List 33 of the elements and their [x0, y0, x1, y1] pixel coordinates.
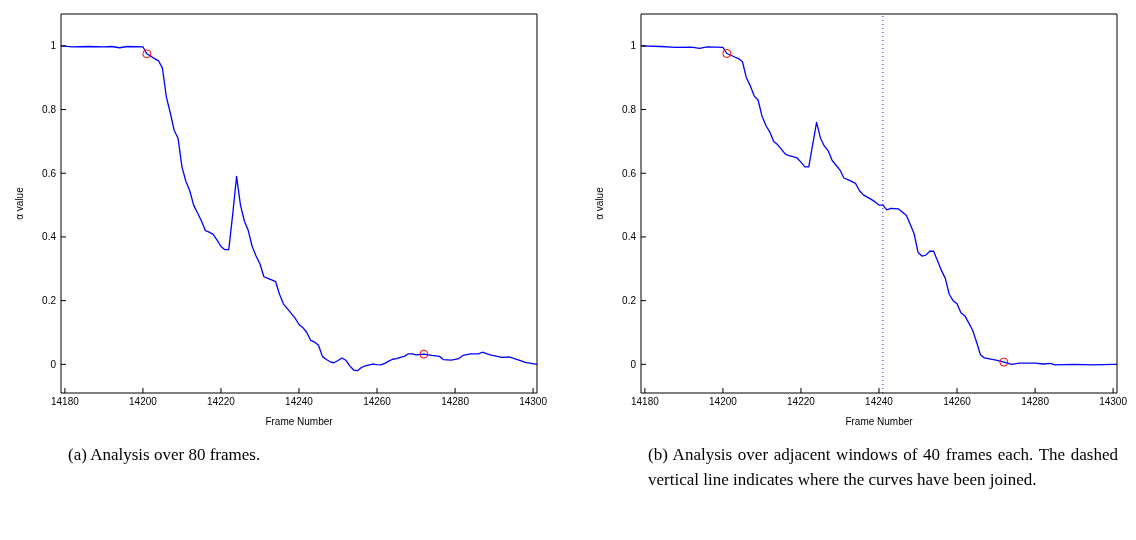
y-tick-label: 0.4 [42, 231, 57, 243]
line-series [61, 45, 537, 372]
y-axis-title: α value [13, 186, 25, 220]
x-axis-title: Frame Number [265, 416, 334, 427]
text: (b) Analysis over adjacent windows of 40 frames each. The dashed vertical line indicates where the curves have been joined. [648, 444, 1118, 491]
y-tick-label: 0.6 [622, 167, 637, 179]
y-axis-title: α value [593, 186, 605, 220]
x-tick-label: 14240 [285, 396, 314, 408]
x-tick-label: 14220 [787, 396, 816, 408]
y-tick-label: 0.4 [622, 231, 637, 243]
x-tick-label: 14240 [865, 396, 894, 408]
y-tick-label: 0.2 [42, 295, 57, 307]
y-tick-label: 0.2 [622, 295, 637, 307]
y-tick-label: 1 [50, 40, 57, 52]
x-axis-title: Frame Number [845, 416, 914, 427]
x-tick-label: 14180 [631, 396, 660, 408]
x-tick-label: 14260 [363, 396, 392, 408]
y-tick-label: 0.6 [42, 167, 57, 179]
x-tick-label: 14180 [51, 396, 80, 408]
x-tick-label: 14300 [1099, 396, 1128, 408]
y-tick-label: 0 [630, 358, 637, 370]
y-tick-label: 1 [630, 40, 637, 52]
x-tick-label: 14200 [709, 396, 738, 408]
x-tick-label: 14220 [207, 396, 236, 408]
x-tick-label: 14300 [519, 396, 548, 408]
text: (a) Analysis over 80 frames. [68, 444, 262, 466]
y-tick-label: 0 [50, 358, 57, 370]
x-tick-label: 14200 [129, 396, 158, 408]
x-tick-label: 14280 [1021, 396, 1050, 408]
y-tick-label: 0.8 [622, 104, 637, 116]
y-tick-label: 0.8 [42, 104, 57, 116]
x-tick-label: 14260 [943, 396, 972, 408]
x-tick-label: 14280 [441, 396, 470, 408]
